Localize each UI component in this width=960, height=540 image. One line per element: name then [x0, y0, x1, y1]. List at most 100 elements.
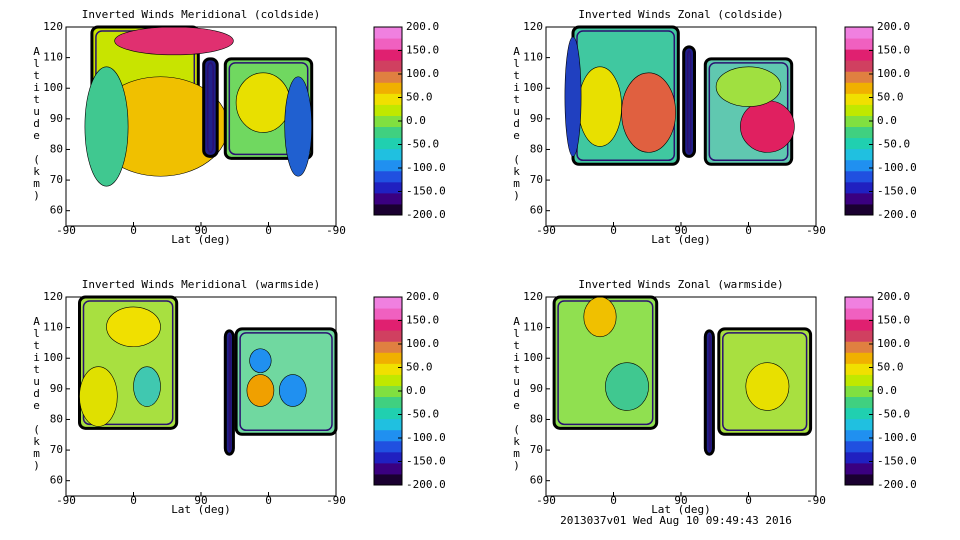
- colorbar-tick-label: -150.0: [877, 185, 917, 198]
- colorbar-band: [845, 159, 873, 172]
- colorbar-band: [845, 38, 873, 50]
- colorbar-tick-label: 0.0: [877, 114, 897, 127]
- colorbar-tick-label: 150.0: [406, 314, 439, 327]
- colorbar-band: [374, 203, 402, 216]
- colorbar-band: [374, 308, 402, 320]
- y-tick-label: 60: [50, 474, 63, 487]
- colorbar-band: [374, 396, 402, 409]
- field-blob: [740, 100, 795, 153]
- colorbar-band: [374, 126, 402, 139]
- y-tick-label: 70: [530, 173, 543, 186]
- colorbar-tick-label: -100.0: [406, 431, 446, 444]
- colorbar-band: [845, 148, 873, 161]
- colorbar-band: [374, 374, 402, 386]
- y-tick-label: 110: [523, 51, 543, 64]
- field-blob: [578, 66, 622, 147]
- colorbar-band: [374, 330, 402, 342]
- x-tick-label: 0: [130, 224, 137, 237]
- field-blob: [235, 72, 291, 133]
- colorbar-band: [374, 192, 402, 205]
- field-blob: [564, 36, 582, 157]
- colorbar-band: [374, 137, 402, 150]
- colorbar-tick-label: 50.0: [406, 91, 433, 104]
- colorbar-band: [374, 297, 402, 309]
- colorbar-tick-label: 100.0: [406, 337, 439, 350]
- colorbar-band: [845, 192, 873, 205]
- x-tick-label: -90: [326, 224, 346, 237]
- colorbar-band: [845, 385, 873, 398]
- colorbar-band: [845, 126, 873, 139]
- colorbar-band: [845, 170, 873, 183]
- x-tick-label: 0: [745, 494, 752, 507]
- colorbar-tick-label: 150.0: [406, 44, 439, 57]
- field-blob: [284, 76, 313, 177]
- x-tick-label: -90: [806, 224, 826, 237]
- colorbar-band: [374, 38, 402, 50]
- colorbar-tick-label: -100.0: [877, 161, 917, 174]
- colorbar-band: [845, 71, 873, 83]
- chart-title: Inverted Winds Zonal (warmside): [578, 278, 783, 291]
- colorbar-band: [374, 385, 402, 398]
- y-axis-label: Altitude (km): [30, 45, 43, 201]
- colorbar-band: [845, 181, 873, 194]
- x-tick-label: -90: [56, 494, 76, 507]
- colorbar-tick-label: -150.0: [877, 455, 917, 468]
- y-tick-label: 90: [530, 112, 543, 125]
- colorbar-tick-label: -100.0: [406, 161, 446, 174]
- colorbar-tick-label: 200.0: [877, 290, 910, 303]
- field-blob: [621, 72, 676, 153]
- colorbar-band: [374, 181, 402, 194]
- colorbar-band: [374, 418, 402, 431]
- colorbar-band: [845, 429, 873, 442]
- field-blob: [106, 306, 161, 348]
- x-tick-label: 90: [674, 224, 687, 237]
- x-tick-label: -90: [56, 224, 76, 237]
- colorbar-tick-label: -100.0: [877, 431, 917, 444]
- colorbar-band: [845, 330, 873, 342]
- colorbar-tick-label: 0.0: [406, 114, 426, 127]
- x-axis-label: Lat (deg): [651, 233, 711, 246]
- y-tick-label: 90: [50, 112, 63, 125]
- contour-line: [722, 332, 808, 432]
- colorbar-tick-label: -50.0: [877, 408, 910, 421]
- field-blob: [79, 366, 118, 427]
- colorbar-tick-label: -150.0: [406, 185, 446, 198]
- field-blob: [114, 26, 234, 56]
- contour-line: [206, 62, 214, 154]
- colorbar-band: [374, 82, 402, 94]
- y-tick-label: 70: [530, 443, 543, 456]
- y-tick-label: 100: [43, 351, 63, 364]
- colorbar-band: [374, 429, 402, 442]
- colorbar-band: [845, 308, 873, 320]
- colorbar-band: [845, 407, 873, 420]
- y-tick-label: 80: [50, 412, 63, 425]
- plot: Inverted Winds Zonal (coldside) Lat (deg)…: [510, 8, 917, 246]
- y-tick-label: 120: [43, 20, 63, 33]
- field-blob: [583, 296, 617, 338]
- colorbar-band: [374, 440, 402, 453]
- colorbar-tick-label: -200.0: [406, 208, 446, 221]
- y-tick-label: 60: [50, 204, 63, 217]
- colorbar-tick-label: 100.0: [877, 337, 910, 350]
- colorbar-band: [845, 374, 873, 386]
- y-tick-label: 100: [523, 81, 543, 94]
- colorbar-tick-label: 100.0: [406, 67, 439, 80]
- x-tick-label: -90: [806, 494, 826, 507]
- colorbar-band: [845, 115, 873, 128]
- x-tick-label: 90: [194, 494, 207, 507]
- y-tick-label: 80: [530, 412, 543, 425]
- colorbar-band: [374, 71, 402, 83]
- colorbar-tick-label: 200.0: [877, 20, 910, 33]
- x-tick-label: 0: [130, 494, 137, 507]
- y-tick-label: 110: [43, 51, 63, 64]
- colorbar-band: [374, 363, 402, 375]
- colorbar-band: [374, 473, 402, 486]
- contour-line: [239, 332, 333, 432]
- x-axis-label: Lat (deg): [651, 503, 711, 516]
- colorbar-band: [374, 407, 402, 420]
- colorbar-band: [374, 462, 402, 475]
- colorbar-band: [374, 60, 402, 72]
- colorbar-band: [374, 352, 402, 364]
- contour-line: [708, 334, 712, 451]
- colorbar-band: [845, 319, 873, 331]
